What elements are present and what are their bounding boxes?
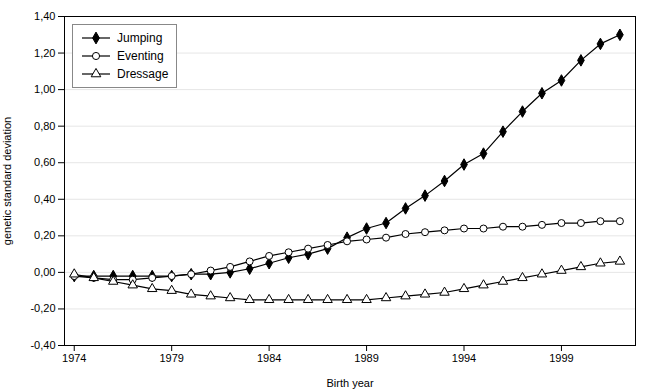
svg-text:-0,40: -0,40 [30,339,55,351]
svg-text:0,80: 0,80 [34,120,55,132]
svg-text:1984: 1984 [257,352,281,364]
svg-text:1,20: 1,20 [34,47,55,59]
html-text:Eventing: Eventing [117,49,164,63]
svg-text:Birth year: Birth year [326,377,373,389]
svg-text:0,00: 0,00 [34,266,55,278]
svg-text:0,20: 0,20 [34,229,55,241]
svg-text:1989: 1989 [354,352,378,364]
svg-text:1979: 1979 [159,352,183,364]
svg-text:1,00: 1,00 [34,83,55,95]
svg-text:1999: 1999 [549,352,573,364]
svg-text:genetic standard deviation: genetic standard deviation [1,117,13,245]
svg-text:1,40: 1,40 [34,10,55,22]
svg-text:1994: 1994 [452,352,476,364]
html-text:Dressage: Dressage [117,67,169,81]
svg-text:1974: 1974 [62,352,86,364]
svg-text:0,60: 0,60 [34,156,55,168]
html-text:Jumping: Jumping [117,31,163,45]
svg-text:-0,20: -0,20 [30,302,55,314]
svg-text:0,40: 0,40 [34,193,55,205]
